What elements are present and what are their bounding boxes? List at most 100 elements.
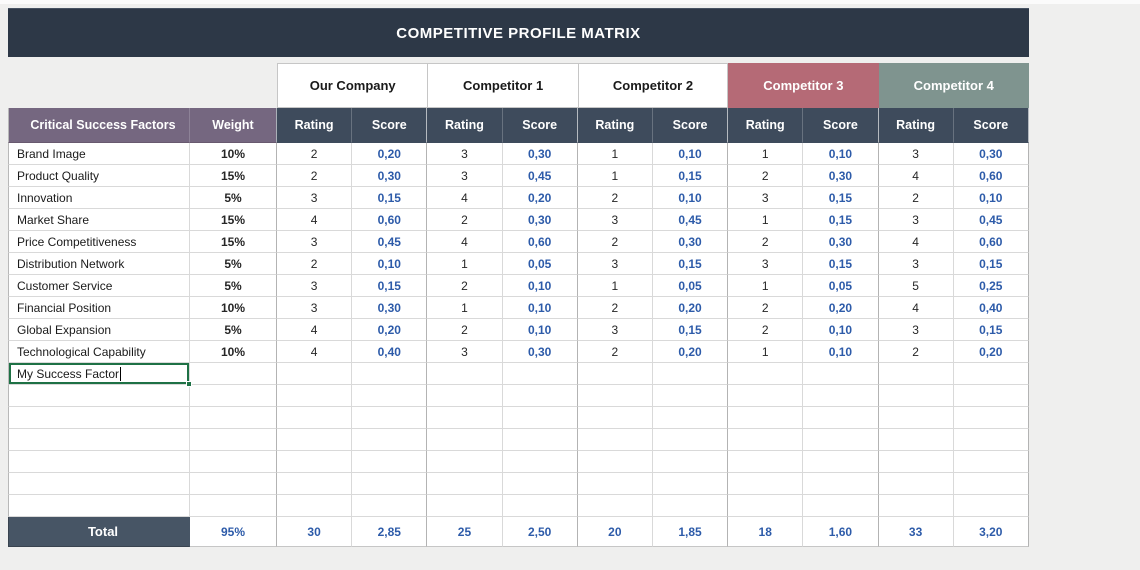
score-cell[interactable]: 0,10 bbox=[502, 275, 578, 297]
rating-cell[interactable]: 1 bbox=[577, 143, 653, 165]
factor-cell[interactable]: Customer Service bbox=[8, 275, 190, 297]
weight-cell[interactable]: 15% bbox=[190, 209, 277, 231]
score-cell[interactable] bbox=[803, 385, 879, 407]
score-cell[interactable] bbox=[352, 429, 428, 451]
rating-cell[interactable]: 3 bbox=[878, 319, 954, 341]
factor-cell[interactable] bbox=[8, 473, 190, 495]
score-cell[interactable] bbox=[652, 385, 729, 407]
factor-cell[interactable] bbox=[8, 495, 190, 517]
score-cell[interactable] bbox=[803, 407, 879, 429]
rating-cell[interactable]: 4 bbox=[878, 165, 954, 187]
score-cell[interactable] bbox=[352, 495, 428, 517]
rating-cell[interactable]: 2 bbox=[277, 165, 353, 187]
rating-cell[interactable]: 4 bbox=[277, 319, 353, 341]
score-cell[interactable] bbox=[803, 451, 879, 473]
rating-cell[interactable] bbox=[728, 473, 804, 495]
rating-cell[interactable] bbox=[878, 363, 954, 385]
factor-cell[interactable]: Distribution Network bbox=[8, 253, 190, 275]
rating-cell[interactable]: 2 bbox=[277, 143, 353, 165]
fill-handle[interactable] bbox=[186, 381, 192, 387]
rating-cell[interactable]: 3 bbox=[728, 253, 804, 275]
weight-cell[interactable]: 15% bbox=[190, 165, 277, 187]
score-cell[interactable] bbox=[953, 429, 1029, 451]
rating-cell[interactable]: 2 bbox=[728, 297, 804, 319]
total-score-cell[interactable]: 1,60 bbox=[803, 517, 879, 547]
score-cell[interactable] bbox=[652, 407, 729, 429]
score-cell[interactable]: 0,10 bbox=[352, 253, 428, 275]
score-cell[interactable]: 0,20 bbox=[352, 319, 428, 341]
score-cell[interactable]: 0,10 bbox=[803, 319, 879, 341]
weight-cell[interactable] bbox=[190, 451, 277, 473]
rating-cell[interactable] bbox=[728, 451, 804, 473]
rating-cell[interactable] bbox=[577, 495, 653, 517]
rating-cell[interactable] bbox=[878, 385, 954, 407]
weight-cell[interactable]: 10% bbox=[190, 297, 277, 319]
weight-cell[interactable]: 15% bbox=[190, 231, 277, 253]
score-cell[interactable] bbox=[803, 429, 879, 451]
rating-cell[interactable]: 4 bbox=[878, 297, 954, 319]
total-rating-cell[interactable]: 18 bbox=[728, 517, 804, 547]
score-cell[interactable]: 0,45 bbox=[502, 165, 578, 187]
rating-cell[interactable]: 2 bbox=[878, 187, 954, 209]
score-cell[interactable]: 0,10 bbox=[502, 319, 578, 341]
score-cell[interactable] bbox=[803, 495, 879, 517]
factor-cell[interactable]: Brand Image bbox=[8, 143, 190, 165]
score-cell[interactable] bbox=[652, 451, 729, 473]
rating-cell[interactable]: 3 bbox=[277, 297, 353, 319]
score-cell[interactable]: 0,15 bbox=[652, 165, 729, 187]
rating-cell[interactable]: 1 bbox=[577, 165, 653, 187]
score-cell[interactable]: 0,05 bbox=[652, 275, 729, 297]
score-cell[interactable] bbox=[502, 385, 578, 407]
score-cell[interactable]: 0,60 bbox=[502, 231, 578, 253]
score-cell[interactable] bbox=[502, 363, 578, 385]
factor-cell[interactable] bbox=[8, 407, 190, 429]
factor-cell[interactable]: Innovation bbox=[8, 187, 190, 209]
rating-cell[interactable]: 4 bbox=[427, 187, 503, 209]
editing-cell[interactable]: My Success Factor bbox=[8, 363, 192, 387]
score-cell[interactable]: 0,15 bbox=[803, 253, 879, 275]
score-cell[interactable]: 0,10 bbox=[652, 143, 729, 165]
score-cell[interactable]: 0,30 bbox=[953, 143, 1029, 165]
score-cell[interactable]: 0,30 bbox=[502, 143, 578, 165]
rating-cell[interactable] bbox=[577, 451, 653, 473]
weight-cell[interactable]: 10% bbox=[190, 341, 277, 363]
total-score-cell[interactable]: 1,85 bbox=[652, 517, 729, 547]
factor-cell[interactable]: Technological Capability bbox=[8, 341, 190, 363]
score-cell[interactable]: 0,15 bbox=[953, 253, 1029, 275]
score-cell[interactable] bbox=[953, 473, 1029, 495]
rating-cell[interactable]: 1 bbox=[577, 275, 653, 297]
score-cell[interactable]: 0,10 bbox=[803, 143, 879, 165]
rating-cell[interactable]: 2 bbox=[427, 209, 503, 231]
rating-cell[interactable] bbox=[277, 451, 353, 473]
rating-cell[interactable]: 4 bbox=[277, 209, 353, 231]
factor-cell[interactable] bbox=[8, 385, 190, 407]
weight-cell[interactable] bbox=[190, 473, 277, 495]
rating-cell[interactable] bbox=[427, 429, 503, 451]
score-cell[interactable]: 0,30 bbox=[803, 231, 879, 253]
rating-cell[interactable] bbox=[878, 473, 954, 495]
rating-cell[interactable]: 3 bbox=[427, 165, 503, 187]
factor-cell[interactable] bbox=[8, 451, 190, 473]
score-cell[interactable] bbox=[953, 385, 1029, 407]
weight-cell[interactable]: 5% bbox=[190, 187, 277, 209]
score-cell[interactable]: 0,10 bbox=[652, 187, 729, 209]
score-cell[interactable]: 0,45 bbox=[352, 231, 428, 253]
score-cell[interactable] bbox=[502, 495, 578, 517]
rating-cell[interactable] bbox=[427, 473, 503, 495]
total-score-cell[interactable]: 2,50 bbox=[502, 517, 578, 547]
rating-cell[interactable] bbox=[728, 495, 804, 517]
score-cell[interactable]: 0,15 bbox=[652, 253, 729, 275]
score-cell[interactable]: 0,30 bbox=[803, 165, 879, 187]
rating-cell[interactable] bbox=[277, 495, 353, 517]
rating-cell[interactable]: 3 bbox=[277, 275, 353, 297]
rating-cell[interactable] bbox=[277, 429, 353, 451]
rating-cell[interactable]: 3 bbox=[878, 253, 954, 275]
score-cell[interactable]: 0,40 bbox=[953, 297, 1029, 319]
rating-cell[interactable] bbox=[427, 385, 503, 407]
score-cell[interactable]: 0,60 bbox=[953, 165, 1029, 187]
rating-cell[interactable]: 1 bbox=[728, 341, 804, 363]
rating-cell[interactable]: 3 bbox=[878, 209, 954, 231]
rating-cell[interactable]: 2 bbox=[878, 341, 954, 363]
score-cell[interactable]: 0,20 bbox=[652, 341, 729, 363]
rating-cell[interactable]: 2 bbox=[577, 231, 653, 253]
